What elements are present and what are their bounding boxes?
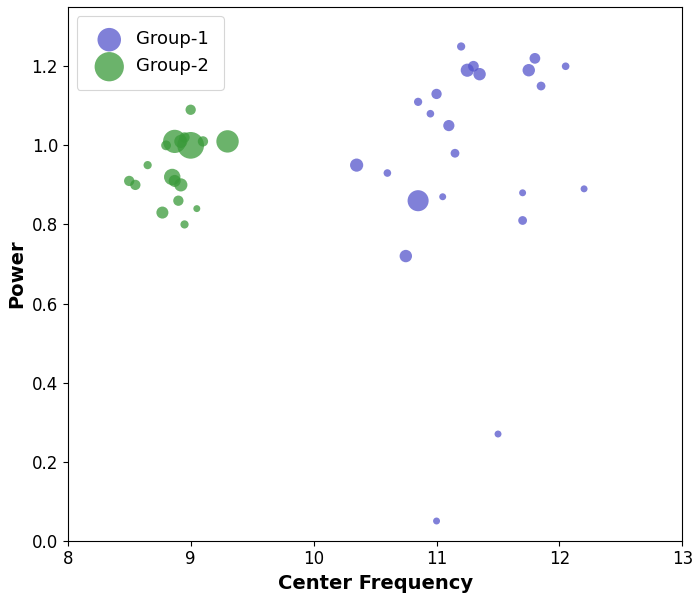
- Group-2: [175, 180, 186, 190]
- Group-1: [412, 196, 423, 206]
- Group-1: [431, 516, 442, 526]
- Group-2: [179, 220, 190, 229]
- Group-2: [160, 140, 172, 150]
- Group-1: [578, 184, 589, 194]
- Group-1: [431, 89, 442, 99]
- Group-1: [560, 61, 571, 71]
- Group-1: [517, 188, 528, 197]
- Group-2: [191, 204, 202, 214]
- Group-2: [130, 180, 141, 190]
- Group-1: [412, 97, 423, 107]
- Group-2: [173, 196, 184, 206]
- Group-1: [351, 160, 362, 170]
- Group-1: [468, 61, 479, 71]
- X-axis label: Center Frequency: Center Frequency: [277, 574, 472, 593]
- Group-2: [185, 140, 196, 150]
- Group-1: [517, 215, 528, 225]
- Group-1: [443, 121, 454, 130]
- Group-1: [529, 53, 540, 63]
- Group-1: [492, 429, 503, 439]
- Group-2: [142, 160, 153, 170]
- Group-1: [536, 81, 547, 91]
- Group-2: [167, 172, 178, 182]
- Group-1: [425, 109, 436, 119]
- Group-1: [474, 70, 485, 79]
- Group-2: [185, 105, 196, 115]
- Group-1: [382, 168, 393, 178]
- Y-axis label: Power: Power: [7, 239, 26, 308]
- Group-2: [169, 176, 181, 186]
- Group-2: [124, 176, 135, 186]
- Group-2: [222, 137, 233, 146]
- Group-2: [175, 137, 186, 146]
- Group-1: [462, 65, 473, 75]
- Group-2: [179, 133, 190, 142]
- Group-1: [437, 192, 448, 202]
- Group-1: [400, 251, 412, 261]
- Legend: Group-1, Group-2: Group-1, Group-2: [77, 16, 224, 90]
- Group-2: [197, 137, 209, 146]
- Group-2: [169, 137, 181, 146]
- Group-1: [523, 65, 534, 75]
- Group-1: [456, 41, 467, 51]
- Group-1: [449, 148, 461, 158]
- Group-2: [157, 208, 168, 217]
